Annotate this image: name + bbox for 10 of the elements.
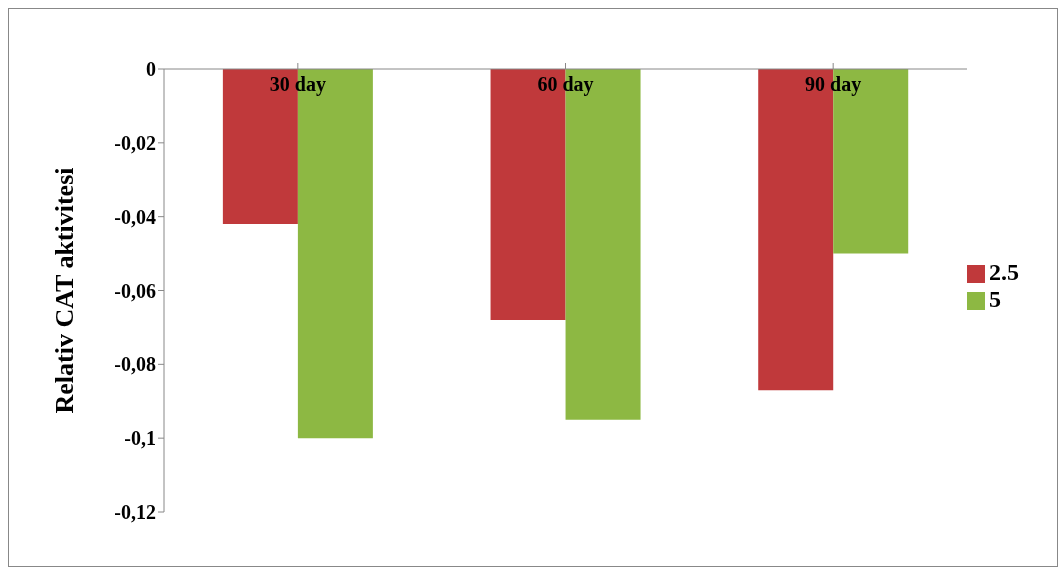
- y-tick-label: 0: [146, 58, 156, 81]
- y-tick-label: -0,06: [114, 279, 156, 302]
- y-tick-label: -0,12: [114, 501, 156, 524]
- y-tick-label: -0,1: [124, 427, 156, 450]
- legend-label: 2.5: [989, 258, 1019, 285]
- legend-label: 5: [989, 285, 1001, 312]
- y-tick-label: -0,02: [114, 131, 156, 154]
- y-tick-label: -0,04: [114, 205, 156, 228]
- y-axis-title: Relativ CAT aktivitesi: [50, 167, 80, 414]
- y-tick-label: -0,08: [114, 353, 156, 376]
